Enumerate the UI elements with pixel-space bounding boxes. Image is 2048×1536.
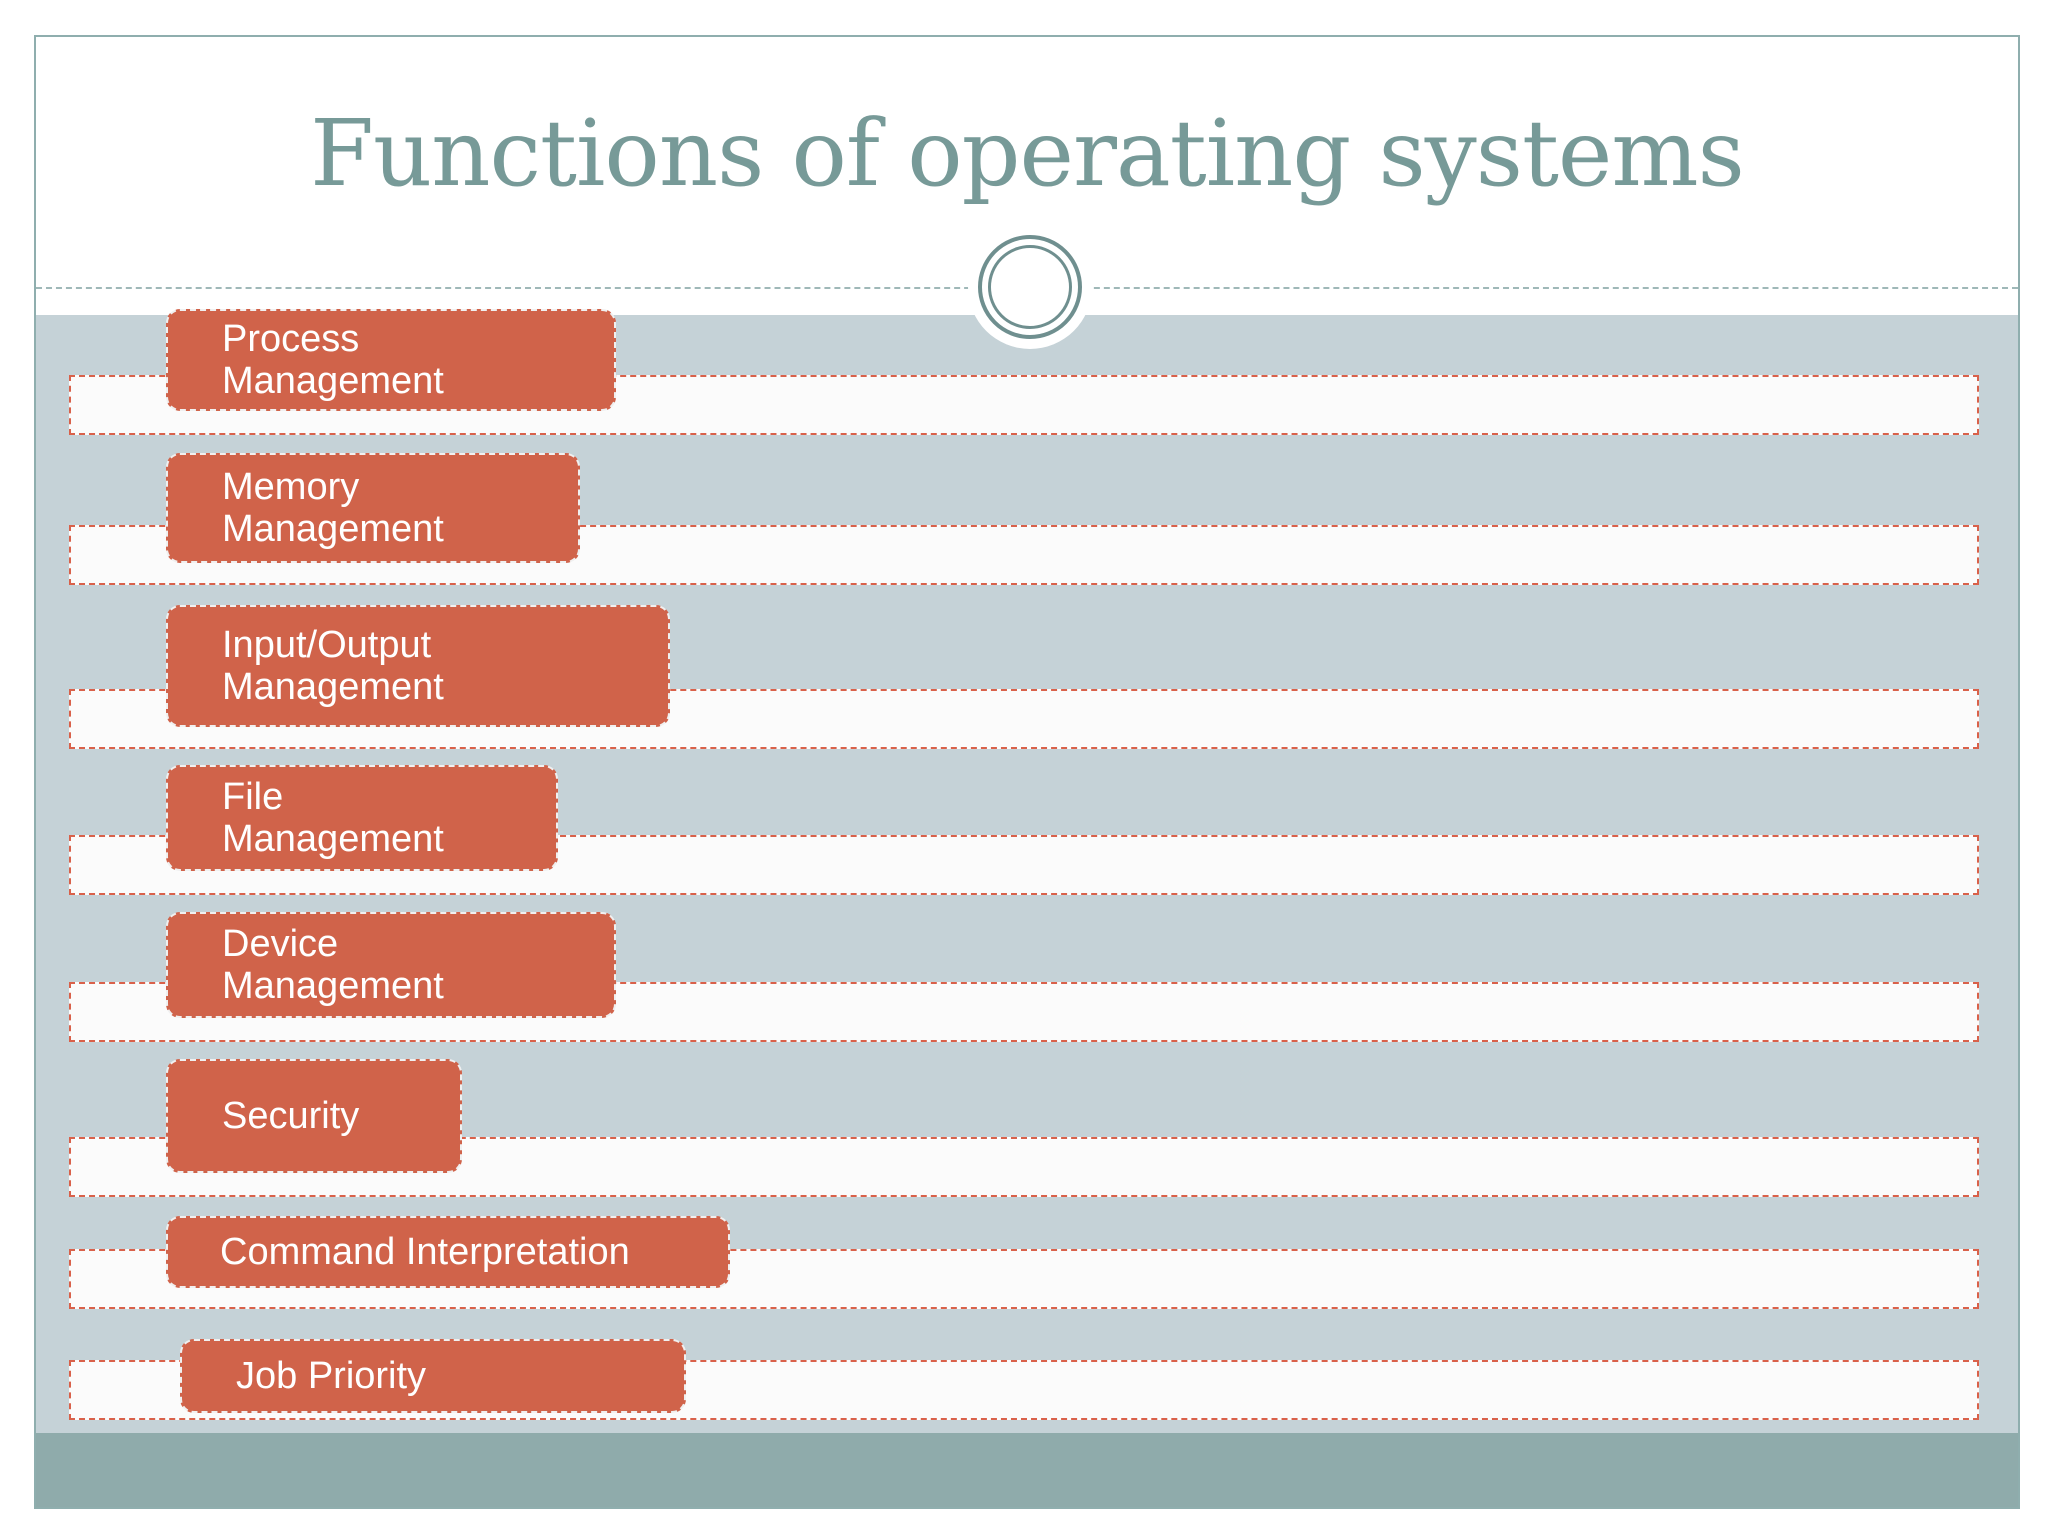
- item-line2: Management: [222, 818, 444, 860]
- item-line1: File: [222, 776, 284, 818]
- item-line2: Management: [222, 666, 444, 708]
- footer-band: [36, 1433, 2018, 1507]
- function-item-device-management: Device Management: [166, 912, 616, 1018]
- slide: Functions of operating systems Process M…: [34, 35, 2020, 1509]
- function-item-io-management: Input/Output Management: [166, 605, 670, 727]
- item-line1: Job Priority: [236, 1355, 427, 1397]
- slide-title: Functions of operating systems: [310, 100, 1745, 207]
- item-line2: Management: [222, 508, 444, 550]
- function-item-file-management: File Management: [166, 765, 558, 871]
- item-line2: Management: [222, 965, 444, 1007]
- function-item-memory-management: Memory Management: [166, 453, 580, 563]
- function-item-security: Security: [166, 1059, 462, 1173]
- item-line2: Management: [222, 360, 444, 402]
- function-item-process-management: Process Management: [166, 309, 616, 411]
- function-item-job-priority: Job Priority: [180, 1339, 686, 1413]
- item-line1: Memory: [222, 466, 360, 508]
- circle-ornament-icon: [978, 235, 1082, 339]
- item-line1: Input/Output: [222, 624, 432, 666]
- item-line1: Command Interpretation: [220, 1231, 630, 1273]
- function-item-command-interpretation: Command Interpretation: [166, 1216, 730, 1288]
- item-line1: Device: [222, 923, 339, 965]
- item-line1: Process: [222, 318, 360, 360]
- item-line1: Security: [222, 1095, 360, 1137]
